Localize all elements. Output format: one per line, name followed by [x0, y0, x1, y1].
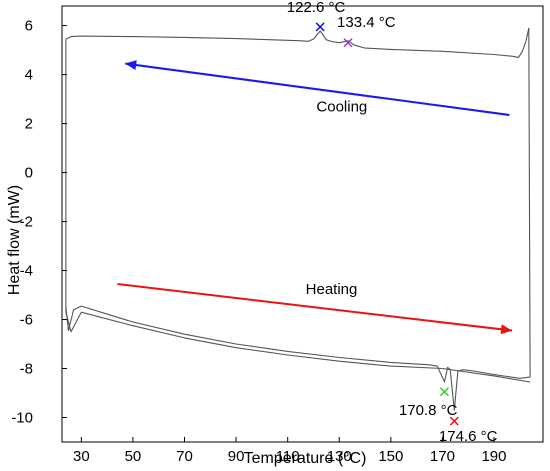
- dsc-curve-2: [65, 305, 531, 411]
- peak-marker-1: [315, 22, 325, 32]
- y-tick-label: 6: [25, 18, 33, 35]
- arrows-group: Cooling Heating: [117, 60, 513, 335]
- x-axis-title: Temperature (°C): [244, 450, 367, 467]
- plot-border: [61, 5, 544, 443]
- y-tick-label: 0: [25, 165, 33, 182]
- x-tick-label: 150: [378, 448, 403, 465]
- y-tick-label: 2: [25, 116, 33, 133]
- x-tick-label: 90: [228, 448, 245, 465]
- x-axis-ticks: 30 50 70 90 110 130 150 170 190: [73, 437, 507, 465]
- y-tick-label: -2: [20, 214, 33, 231]
- x-tick-label: 50: [125, 448, 142, 465]
- peak-marker-stroke: [315, 22, 325, 32]
- heating-arrow-head: [500, 324, 513, 335]
- cooling-arrow-line: [125, 62, 510, 116]
- y-tick-label: -10: [11, 410, 33, 427]
- y-axis-title: Heat flow (mW): [6, 185, 23, 295]
- peak-marker-stroke: [439, 387, 449, 397]
- plot-frame: [61, 5, 544, 443]
- x-tick-label: 70: [176, 448, 193, 465]
- peak-marker-4: [449, 416, 459, 426]
- cooling-label: Cooling: [316, 98, 367, 115]
- peak-label-1: 122.6 °C: [287, 0, 346, 16]
- heating-label: Heating: [306, 281, 358, 298]
- peak-label-3: 170.8 °C: [399, 402, 458, 419]
- dsc-curve-3: [65, 311, 531, 383]
- dsc-curve-1: [65, 27, 530, 58]
- heating-arrow-line: [117, 283, 513, 332]
- peak-marker-stroke: [449, 416, 459, 426]
- dsc-curve-right-connector: [528, 28, 531, 378]
- series-group: [65, 27, 531, 411]
- x-tick-label: 30: [73, 448, 90, 465]
- peak-marker-3: [439, 387, 449, 397]
- x-tick-label: 130: [327, 448, 352, 465]
- peak-label-2: 133.4 °C: [337, 14, 396, 31]
- cooling-arrow-head: [125, 60, 137, 70]
- y-tick-label: 4: [25, 67, 33, 84]
- x-tick-label: 170: [430, 448, 455, 465]
- x-tick-label: 190: [481, 448, 506, 465]
- peak-marker-2: [343, 38, 353, 48]
- x-tick-label: 110: [276, 448, 300, 465]
- y-axis-ticks: 6 4 2 0 -2 -4 -6 -8 -10: [11, 18, 67, 427]
- peak-marker-stroke: [343, 38, 353, 48]
- peak-label-4: 174.6 °C: [439, 428, 498, 445]
- y-tick-label: -6: [20, 312, 33, 329]
- y-tick-label: -8: [20, 361, 33, 378]
- y-tick-label: -4: [20, 263, 33, 280]
